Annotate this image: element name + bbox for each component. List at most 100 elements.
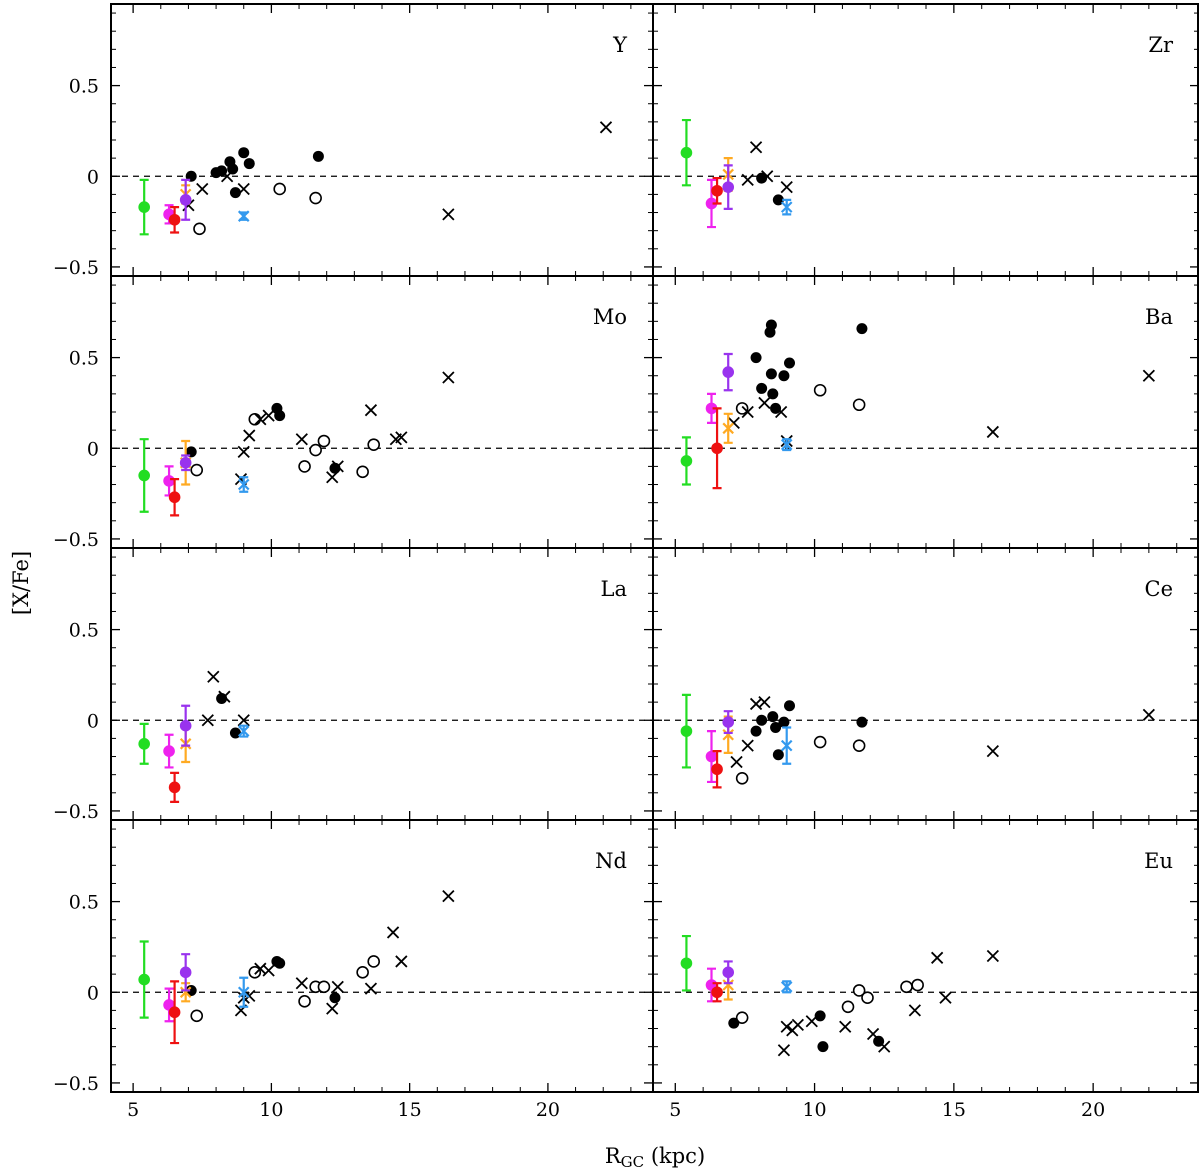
x-axis-title: RGC (kpc) bbox=[605, 1144, 705, 1170]
cross-point bbox=[758, 695, 771, 709]
panel-label-nd: Nd bbox=[595, 849, 627, 873]
panels-group: 0.5 0 −0.5 Y Zr 0.5 0 −0.5 Mo Ba 0.5 0 −0.5 La Ce 5 10 15… bbox=[53, 3, 1199, 1121]
cross-point bbox=[939, 991, 952, 1004]
red-point bbox=[711, 184, 723, 197]
cross-point bbox=[326, 1002, 339, 1015]
cross-point bbox=[986, 949, 999, 963]
filled-circle-point bbox=[750, 352, 762, 364]
y-tick-label: 0.5 bbox=[69, 348, 99, 370]
green-point bbox=[680, 146, 693, 159]
panel-label-y: Y bbox=[612, 33, 628, 57]
magenta-point bbox=[705, 402, 718, 415]
open-circle-point bbox=[911, 978, 924, 992]
y-tick-label: 0.5 bbox=[69, 76, 99, 98]
green-point bbox=[680, 725, 693, 737]
filled-circle-point bbox=[767, 711, 779, 723]
open-circle-point bbox=[317, 434, 331, 448]
open-circle-point bbox=[193, 222, 206, 236]
purple-point bbox=[179, 719, 192, 732]
purple-point bbox=[179, 194, 192, 206]
magenta-point bbox=[705, 750, 718, 763]
y-tick-label: 0.5 bbox=[69, 892, 99, 914]
filled-circle-point bbox=[756, 172, 768, 184]
x-tick-label: 5 bbox=[127, 1099, 139, 1121]
open-circle-point bbox=[841, 1000, 855, 1014]
panel-ba: Ba bbox=[653, 276, 1199, 548]
panel-label-la: La bbox=[601, 577, 627, 601]
open-circle-point bbox=[813, 383, 827, 397]
green-point bbox=[138, 201, 150, 213]
cross-point bbox=[986, 744, 999, 758]
cross-point bbox=[758, 396, 771, 410]
red-point bbox=[168, 213, 181, 226]
filled-circle-point bbox=[778, 370, 790, 382]
panel-label-zr: Zr bbox=[1148, 33, 1174, 57]
green-point bbox=[138, 973, 150, 986]
cross-point bbox=[364, 404, 378, 417]
panel-la: 0.5 0 −0.5 La bbox=[53, 548, 653, 823]
filled-circle-point bbox=[229, 187, 241, 199]
filled-circle-point bbox=[856, 716, 868, 728]
filled-circle-point bbox=[817, 1041, 829, 1053]
open-circle-point bbox=[190, 1009, 204, 1023]
x-tick-label: 20 bbox=[536, 1099, 560, 1121]
magenta-point bbox=[163, 475, 175, 487]
filled-circle-point bbox=[238, 147, 250, 159]
y-tick-label: 0.5 bbox=[69, 620, 99, 642]
orange-cross-point bbox=[722, 979, 734, 991]
green-point bbox=[138, 738, 150, 750]
open-circle-point bbox=[367, 438, 381, 451]
filled-circle-point bbox=[216, 165, 228, 177]
cross-point bbox=[1142, 708, 1155, 721]
red-point bbox=[711, 763, 723, 776]
cross-point bbox=[201, 714, 214, 727]
filled-circle-point bbox=[329, 992, 341, 1004]
cross-point bbox=[243, 989, 256, 1003]
x-tick-label: 15 bbox=[398, 1099, 422, 1121]
open-circle-point bbox=[309, 443, 322, 457]
blue-cross-point bbox=[780, 981, 793, 993]
cross-point bbox=[780, 181, 793, 194]
cross-point bbox=[741, 173, 754, 187]
cross-point bbox=[295, 433, 308, 446]
filled-circle-point bbox=[216, 693, 228, 705]
filled-circle-point bbox=[814, 1010, 826, 1022]
x-tick-label: 20 bbox=[1081, 1099, 1105, 1121]
filled-circle-point bbox=[765, 319, 777, 331]
filled-circle-point bbox=[329, 462, 341, 474]
y-tick-label: 0 bbox=[87, 166, 99, 188]
red-point bbox=[168, 1006, 181, 1019]
y-axis-title: [X/Fe] bbox=[9, 551, 33, 615]
blue-cross-point bbox=[237, 725, 250, 737]
y-tick-label: −0.5 bbox=[53, 1073, 99, 1095]
filled-circle-point bbox=[185, 984, 197, 996]
open-circle-point bbox=[356, 465, 369, 479]
panel-y: 0.5 0 −0.5 Y bbox=[53, 4, 653, 279]
filled-circle-point bbox=[765, 368, 777, 380]
open-circle-point bbox=[317, 980, 331, 994]
filled-circle-point bbox=[229, 727, 241, 739]
panel-nd: 5 10 15 20 0.5 0 −0.5 Nd bbox=[53, 820, 653, 1121]
filled-circle-point bbox=[274, 957, 286, 969]
open-circle-point bbox=[367, 955, 381, 968]
open-circle-point bbox=[900, 980, 913, 994]
green-point bbox=[138, 469, 150, 482]
cross-point bbox=[295, 977, 308, 990]
filled-circle-point bbox=[873, 1035, 885, 1047]
cross-point bbox=[395, 431, 408, 444]
cross-point bbox=[442, 890, 455, 903]
cross-point bbox=[331, 980, 344, 993]
cross-point bbox=[730, 755, 743, 769]
open-circle-point bbox=[852, 398, 866, 412]
green-point bbox=[680, 455, 693, 467]
filled-circle-point bbox=[784, 700, 795, 712]
cross-point bbox=[1142, 369, 1155, 382]
open-circle-point bbox=[248, 412, 262, 426]
filled-circle-point bbox=[772, 749, 784, 761]
blue-cross-point bbox=[237, 986, 250, 999]
x-axis-title-unit: (kpc) bbox=[644, 1144, 705, 1168]
x-axis-title-sub: GC bbox=[621, 1153, 644, 1170]
cross-point bbox=[237, 714, 250, 727]
y-tick-label: 0 bbox=[87, 710, 99, 732]
open-circle-point bbox=[298, 460, 311, 473]
